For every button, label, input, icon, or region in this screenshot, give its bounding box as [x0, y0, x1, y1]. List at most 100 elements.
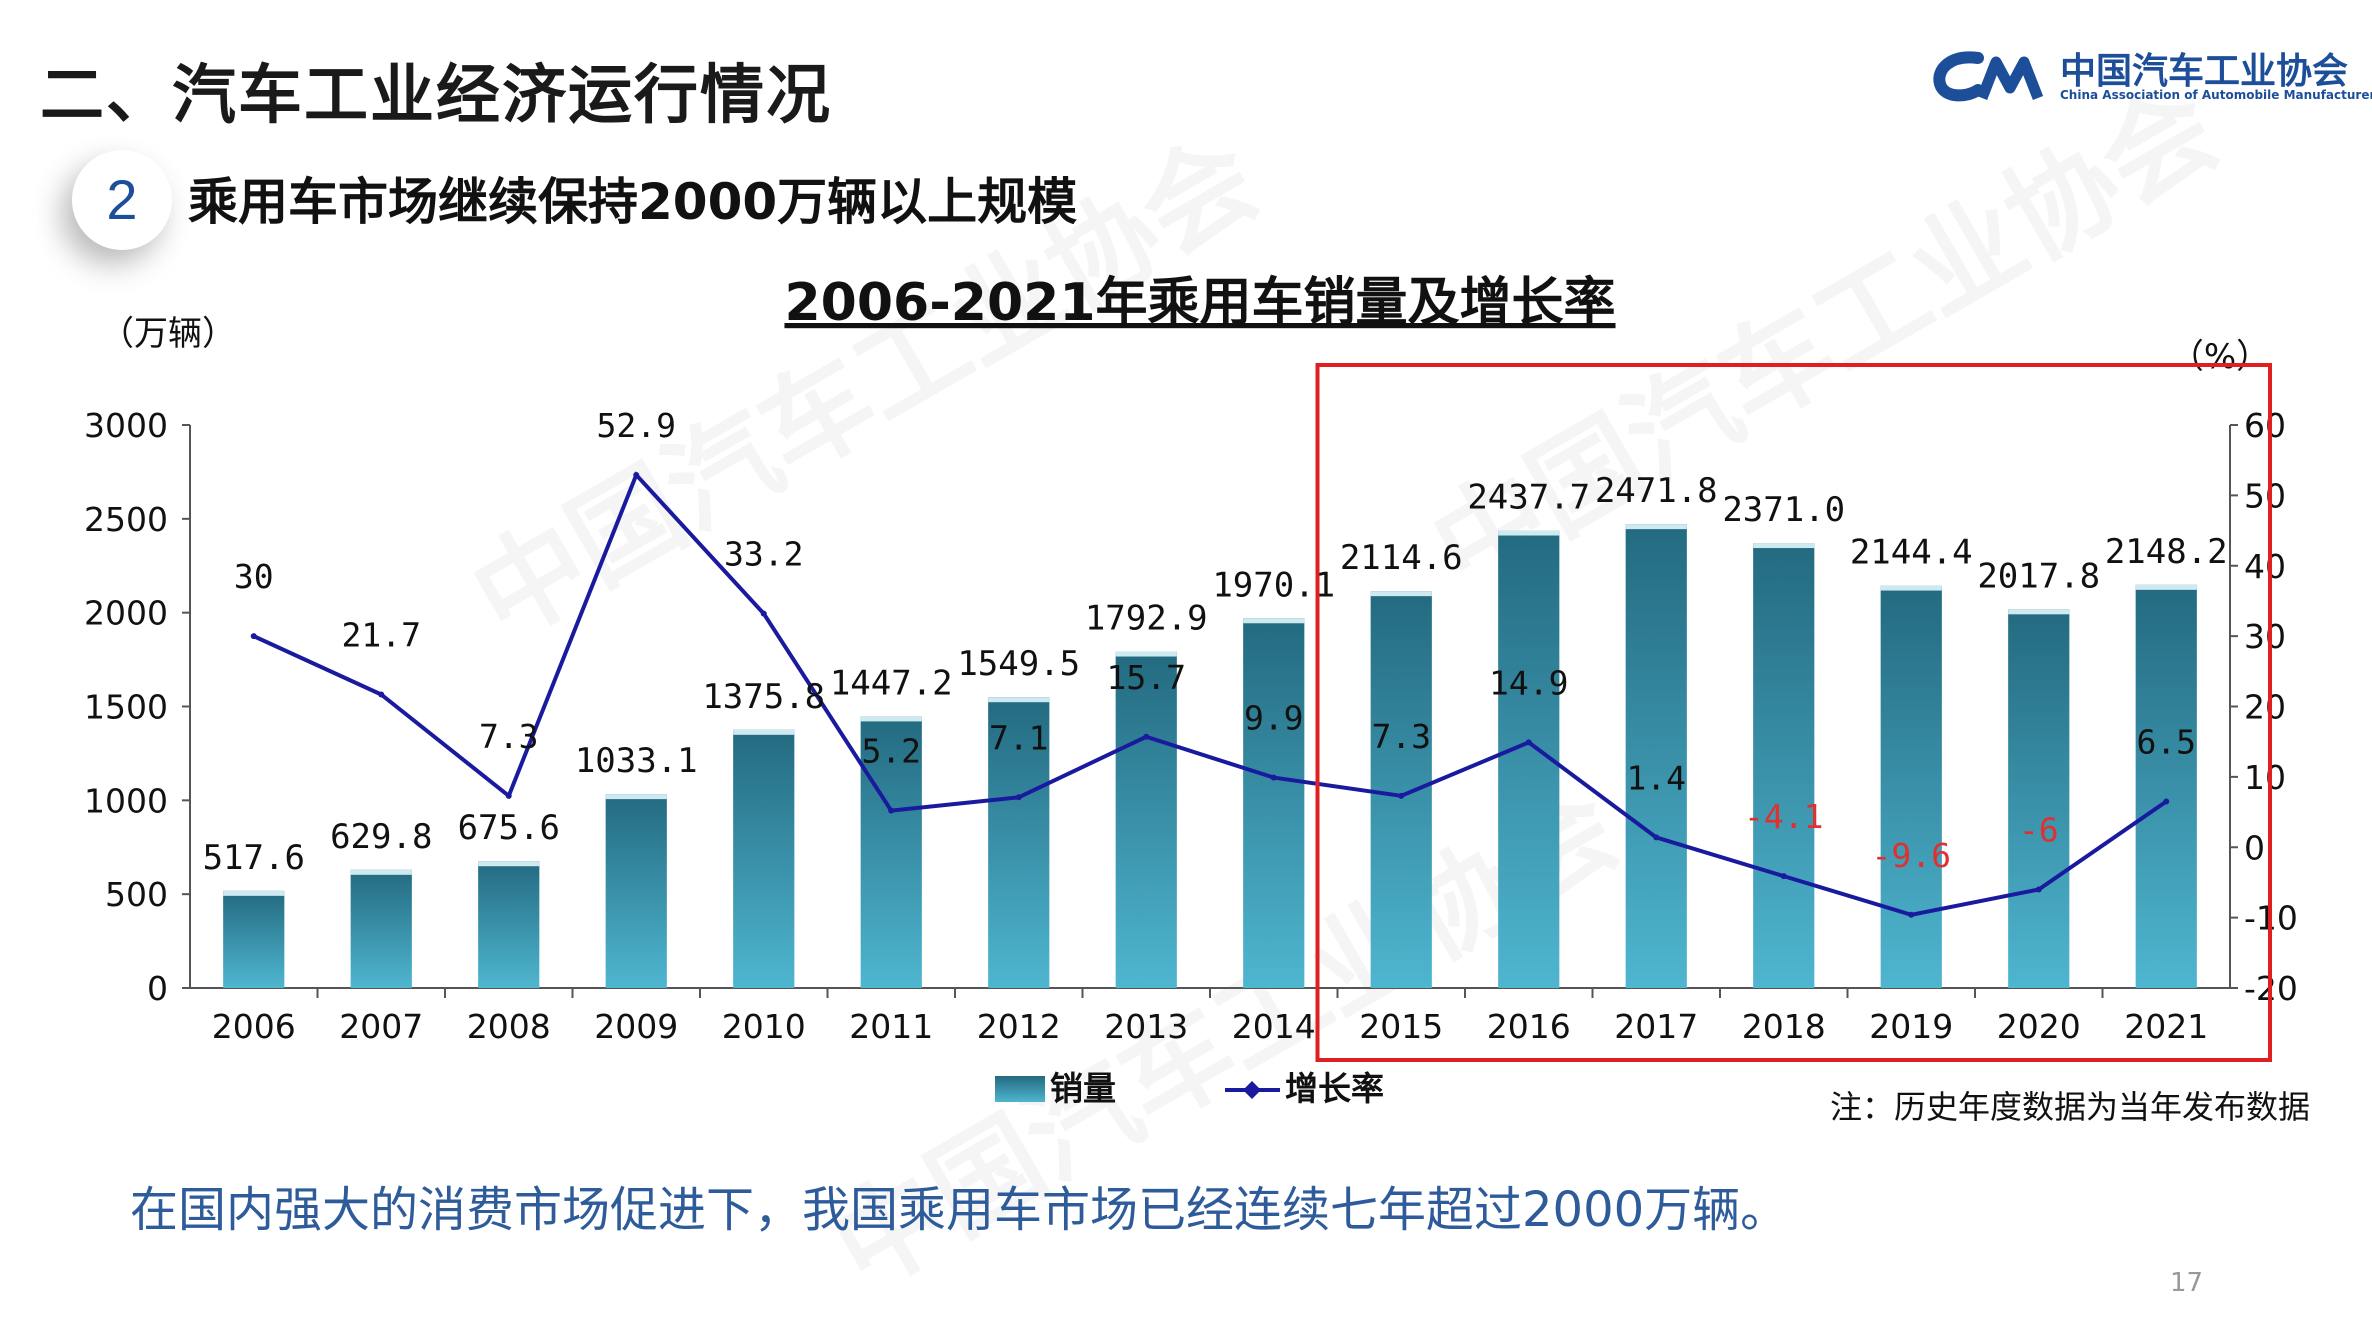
y-left-tick-label: 3000: [84, 406, 168, 445]
sales-bar: [1243, 618, 1305, 988]
legend-bar-swatch: [995, 1076, 1045, 1102]
y-right-tick-label: 50: [2244, 476, 2286, 515]
subtitle: 乘用车市场继续保持2000万辆以上规模: [188, 173, 1078, 231]
sales-bar-top: [350, 869, 412, 875]
sales-bar-top: [1370, 591, 1432, 597]
sales-bar-top: [733, 729, 795, 735]
sales-bar-top: [2008, 609, 2070, 615]
y-left-tick-label: 500: [105, 875, 168, 914]
sales-bar-top: [478, 861, 540, 867]
sales-bar-label: 629.8: [330, 817, 432, 857]
sales-bar-top: [605, 794, 667, 800]
sales-bar-label: 1792.9: [1085, 599, 1208, 639]
x-tick-label: 2018: [1742, 1007, 1826, 1046]
sales-bar: [2008, 609, 2070, 988]
growth-rate-point: [1780, 873, 1787, 880]
sales-bar: [1625, 524, 1687, 988]
sales-bar: [1880, 585, 1942, 988]
sales-bar: [988, 697, 1050, 988]
summary-text: 在国内强大的消费市场促进下，我国乘用车市场已经连续七年超过2000万辆。: [130, 1182, 1789, 1238]
x-tick-label: 2010: [722, 1007, 806, 1046]
growth-rate-point: [2163, 798, 2170, 805]
highlight-box: [1315, 363, 2272, 1062]
sales-bar-label: 2144.4: [1850, 533, 1973, 573]
growth-rate-point: [1525, 739, 1532, 746]
x-tick-label: 2017: [1614, 1007, 1698, 1046]
legend-line-label: 增长率: [1285, 1069, 1384, 1108]
x-tick-label: 2019: [1869, 1007, 1953, 1046]
sales-bar-label: 2371.0: [1722, 490, 1845, 530]
x-tick-label: 2006: [212, 1007, 296, 1046]
legend-line-marker: [1243, 1081, 1261, 1099]
growth-rate-point: [250, 633, 257, 640]
growth-rate-line: [252, 471, 2168, 917]
growth-rate-label: 7.3: [479, 717, 539, 756]
section-title: 二、汽车工业经济运行情况: [40, 59, 832, 133]
logo: 中国汽车工业协会 China Association of Automobile…: [1930, 40, 2372, 110]
y-right-tick-label: 10: [2244, 758, 2286, 797]
y-right-tick-label: 30: [2244, 617, 2286, 656]
sales-bar: [1753, 543, 1815, 988]
sales-bar-label: 2471.8: [1595, 471, 1718, 511]
growth-rate-point: [633, 471, 640, 478]
subtitle-number-badge: 2: [72, 150, 172, 250]
growth-rate-label: -4.1: [1744, 797, 1823, 836]
sales-bar-label: 517.6: [203, 838, 305, 878]
sales-bar: [223, 890, 285, 988]
y-right-tick-label: 0: [2244, 828, 2265, 867]
growth-rate-label: 33.2: [724, 535, 803, 574]
x-tick-label: 2014: [1232, 1007, 1316, 1046]
x-tick-label: 2020: [1997, 1007, 2081, 1046]
growth-rate-point: [1015, 794, 1022, 801]
growth-rate-label: 21.7: [342, 616, 421, 655]
sales-bar-label: 1375.8: [702, 677, 825, 717]
y-left-tick-label: 1500: [84, 688, 168, 727]
y-left-tick-label: 1000: [84, 781, 168, 820]
growth-rate-point: [1398, 792, 1405, 799]
growth-rate-label: -6: [2019, 810, 2059, 849]
growth-rate-label: 1.4: [1626, 758, 1686, 797]
sales-bar-top: [988, 697, 1050, 703]
logo-cn-name: 中国汽车工业协会: [2060, 51, 2349, 92]
sales-bar: [2135, 584, 2197, 988]
x-tick-label: 2015: [1359, 1007, 1443, 1046]
sales-bar-top: [860, 716, 922, 722]
sales-bar: [1115, 651, 1177, 988]
growth-rate-point: [2035, 886, 2042, 893]
sales-bar: [478, 861, 540, 988]
y-left-tick-label: 2000: [84, 594, 168, 633]
growth-rate-point: [1270, 774, 1277, 781]
sales-bar-top: [1880, 585, 1942, 591]
y-axis-left-label: （万辆）: [100, 314, 236, 354]
x-tick-label: 2011: [849, 1007, 933, 1046]
sales-bar-label: 2114.6: [1340, 538, 1463, 578]
chart-note: 注：历史年度数据为当年发布数据: [1830, 1088, 2310, 1126]
sales-bar: [605, 794, 667, 988]
y-right-tick-label: 40: [2244, 547, 2286, 586]
x-tick-label: 2013: [1104, 1007, 1188, 1046]
sales-bar-label: 675.6: [458, 808, 560, 848]
growth-rate-label: -9.6: [1872, 836, 1951, 875]
sales-bar: [350, 869, 412, 988]
growth-rate-label: 6.5: [2136, 723, 2196, 762]
y-right-tick-label: 60: [2244, 406, 2286, 445]
caam-logo-icon: [1933, 51, 2044, 102]
sales-bar-top: [1243, 618, 1305, 624]
y-axis-right-label: （%）: [2170, 337, 2270, 377]
sales-bar-top: [1625, 524, 1687, 530]
sales-bar-label: 2148.2: [2105, 532, 2228, 572]
page-number: 17: [2170, 1268, 2204, 1298]
sales-bar-label: 1033.1: [575, 741, 698, 781]
y-right-tick-label: 20: [2244, 688, 2286, 727]
growth-rate-label: 7.1: [989, 718, 1049, 757]
chart-title: 2006-2021年乘用车销量及增长率: [784, 273, 1615, 333]
sales-bar-label: 2437.7: [1467, 478, 1590, 518]
x-tick-label: 2012: [977, 1007, 1061, 1046]
sales-bar-label: 1447.2: [830, 663, 953, 703]
growth-rate-point: [1143, 733, 1150, 740]
growth-rate-label: 5.2: [861, 732, 921, 771]
x-tick-label: 2016: [1487, 1007, 1571, 1046]
growth-rate-label: 7.3: [1371, 717, 1431, 756]
y-left-tick-label: 2500: [84, 500, 168, 539]
sales-bar-label: 2017.8: [1977, 556, 2100, 596]
